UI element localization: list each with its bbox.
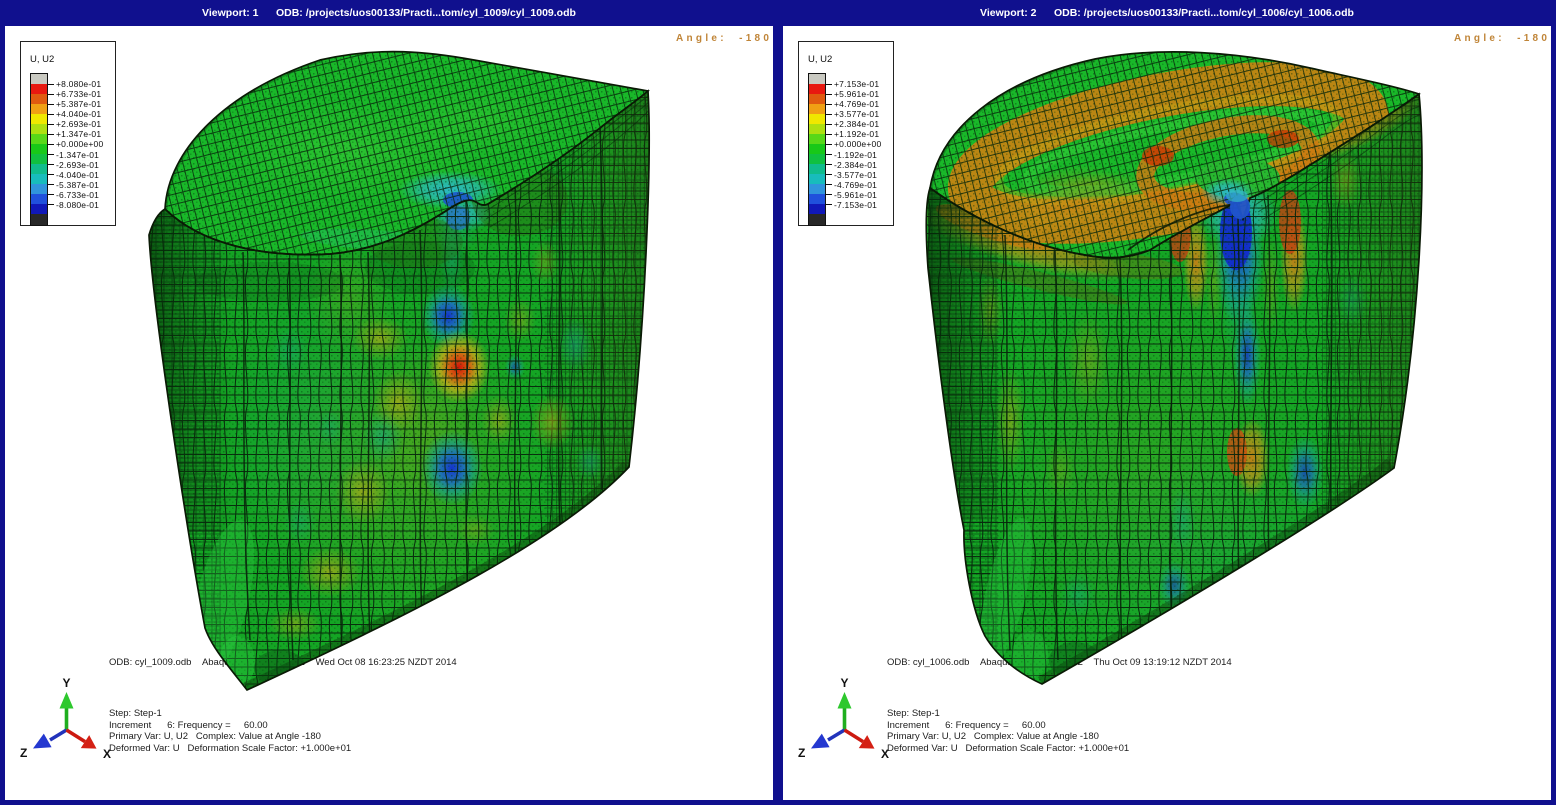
svg-text:X: X <box>103 747 111 761</box>
svg-text:Z: Z <box>20 746 27 760</box>
svg-text:Y: Y <box>62 676 70 690</box>
